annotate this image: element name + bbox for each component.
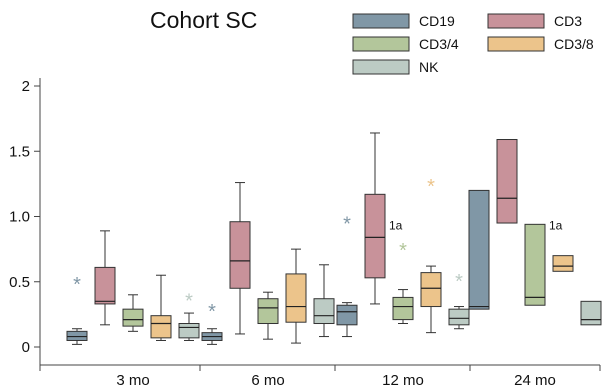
legend-swatch xyxy=(352,36,410,52)
y-tick-label: 1.0 xyxy=(9,209,30,226)
annotation-label: 1a xyxy=(549,219,563,233)
legend-label: CD3 xyxy=(554,13,582,29)
box-body xyxy=(313,298,335,325)
box-nk-0 xyxy=(178,312,200,341)
legend-item: NK xyxy=(352,59,439,75)
box-nk-2 xyxy=(448,306,470,330)
legend-item: CD3/4 xyxy=(352,36,459,52)
outlier-marker: * xyxy=(208,301,216,323)
outlier-marker: * xyxy=(399,240,407,262)
legend-swatch xyxy=(352,13,410,29)
box-body xyxy=(552,255,574,272)
box-body xyxy=(392,296,414,321)
box-cd3-4-2 xyxy=(392,289,414,325)
box-cd3-8-2 xyxy=(420,265,442,334)
box-body xyxy=(420,272,442,308)
outlier-marker: * xyxy=(343,214,351,236)
box-cd3-0 xyxy=(94,230,116,326)
box-cd3-1 xyxy=(229,182,251,335)
box-series xyxy=(66,132,602,345)
y-tick-label: 1.5 xyxy=(9,143,30,160)
chart-title: Cohort SC xyxy=(150,7,257,33)
box-body xyxy=(285,273,307,323)
box-nk-1 xyxy=(313,264,335,338)
box-body xyxy=(468,189,490,310)
box-body xyxy=(150,315,172,339)
box-body xyxy=(336,304,358,326)
box-body xyxy=(257,298,279,325)
box-cd3-4-1 xyxy=(257,291,279,340)
box-cd19-3 xyxy=(468,189,490,310)
outlier-markers: * * * * * * * xyxy=(73,176,463,323)
annotations: 1a 1a xyxy=(389,219,563,233)
box-body xyxy=(66,330,88,341)
box-body xyxy=(229,221,251,289)
y-tick-label: 2 xyxy=(22,78,30,95)
box-cd19-0 xyxy=(66,328,88,345)
outlier-marker: * xyxy=(427,176,435,198)
annotation-label: 1a xyxy=(389,219,403,233)
outlier-marker: * xyxy=(73,274,81,296)
box-body xyxy=(178,323,200,339)
box-body xyxy=(364,193,386,279)
box-body xyxy=(580,300,602,326)
box-cd3-8-1 xyxy=(285,248,307,344)
axes: 0 0.5 1.0 1.5 2 3 mo 6 mo 12 mo 24 mo xyxy=(9,78,601,388)
box-body xyxy=(94,266,116,305)
box-cd3-4-0 xyxy=(122,294,144,332)
legend-swatch xyxy=(487,13,545,29)
outlier-marker: * xyxy=(185,291,193,313)
box-cd19-2 xyxy=(336,302,358,338)
x-tick-label: 6 mo xyxy=(251,372,284,388)
legend-label: NK xyxy=(419,59,439,75)
x-tick-label: 24 mo xyxy=(514,372,556,388)
box-cd19-1 xyxy=(201,328,223,345)
box-body xyxy=(496,139,518,224)
box-nk-3 xyxy=(580,300,602,326)
outlier-marker: * xyxy=(455,271,463,293)
box-cd3-4-3 xyxy=(524,223,546,306)
legend-item: CD3 xyxy=(487,13,582,29)
legend-swatch xyxy=(352,59,410,75)
box-body xyxy=(448,308,470,326)
y-tick-label: 0.5 xyxy=(9,274,30,291)
box-body xyxy=(524,223,546,306)
legend-label: CD19 xyxy=(419,13,455,29)
legend-item: CD19 xyxy=(352,13,455,29)
box-cd3-2 xyxy=(364,132,386,305)
box-cd3-3 xyxy=(496,139,518,224)
legend-item: CD3/8 xyxy=(487,36,594,52)
legend-swatch xyxy=(487,36,545,52)
x-tick-label: 12 mo xyxy=(382,372,424,388)
box-cd3-8-0 xyxy=(150,274,172,341)
legend-label: CD3/8 xyxy=(554,36,594,52)
legend: CD19 CD3 CD3/4 CD3/8 NK xyxy=(352,13,594,75)
box-cd3-8-3 xyxy=(552,255,574,272)
box-body xyxy=(122,308,144,327)
legend-label: CD3/4 xyxy=(419,36,459,52)
y-tick-label: 0 xyxy=(22,339,30,356)
x-tick-label: 3 mo xyxy=(116,372,149,388)
